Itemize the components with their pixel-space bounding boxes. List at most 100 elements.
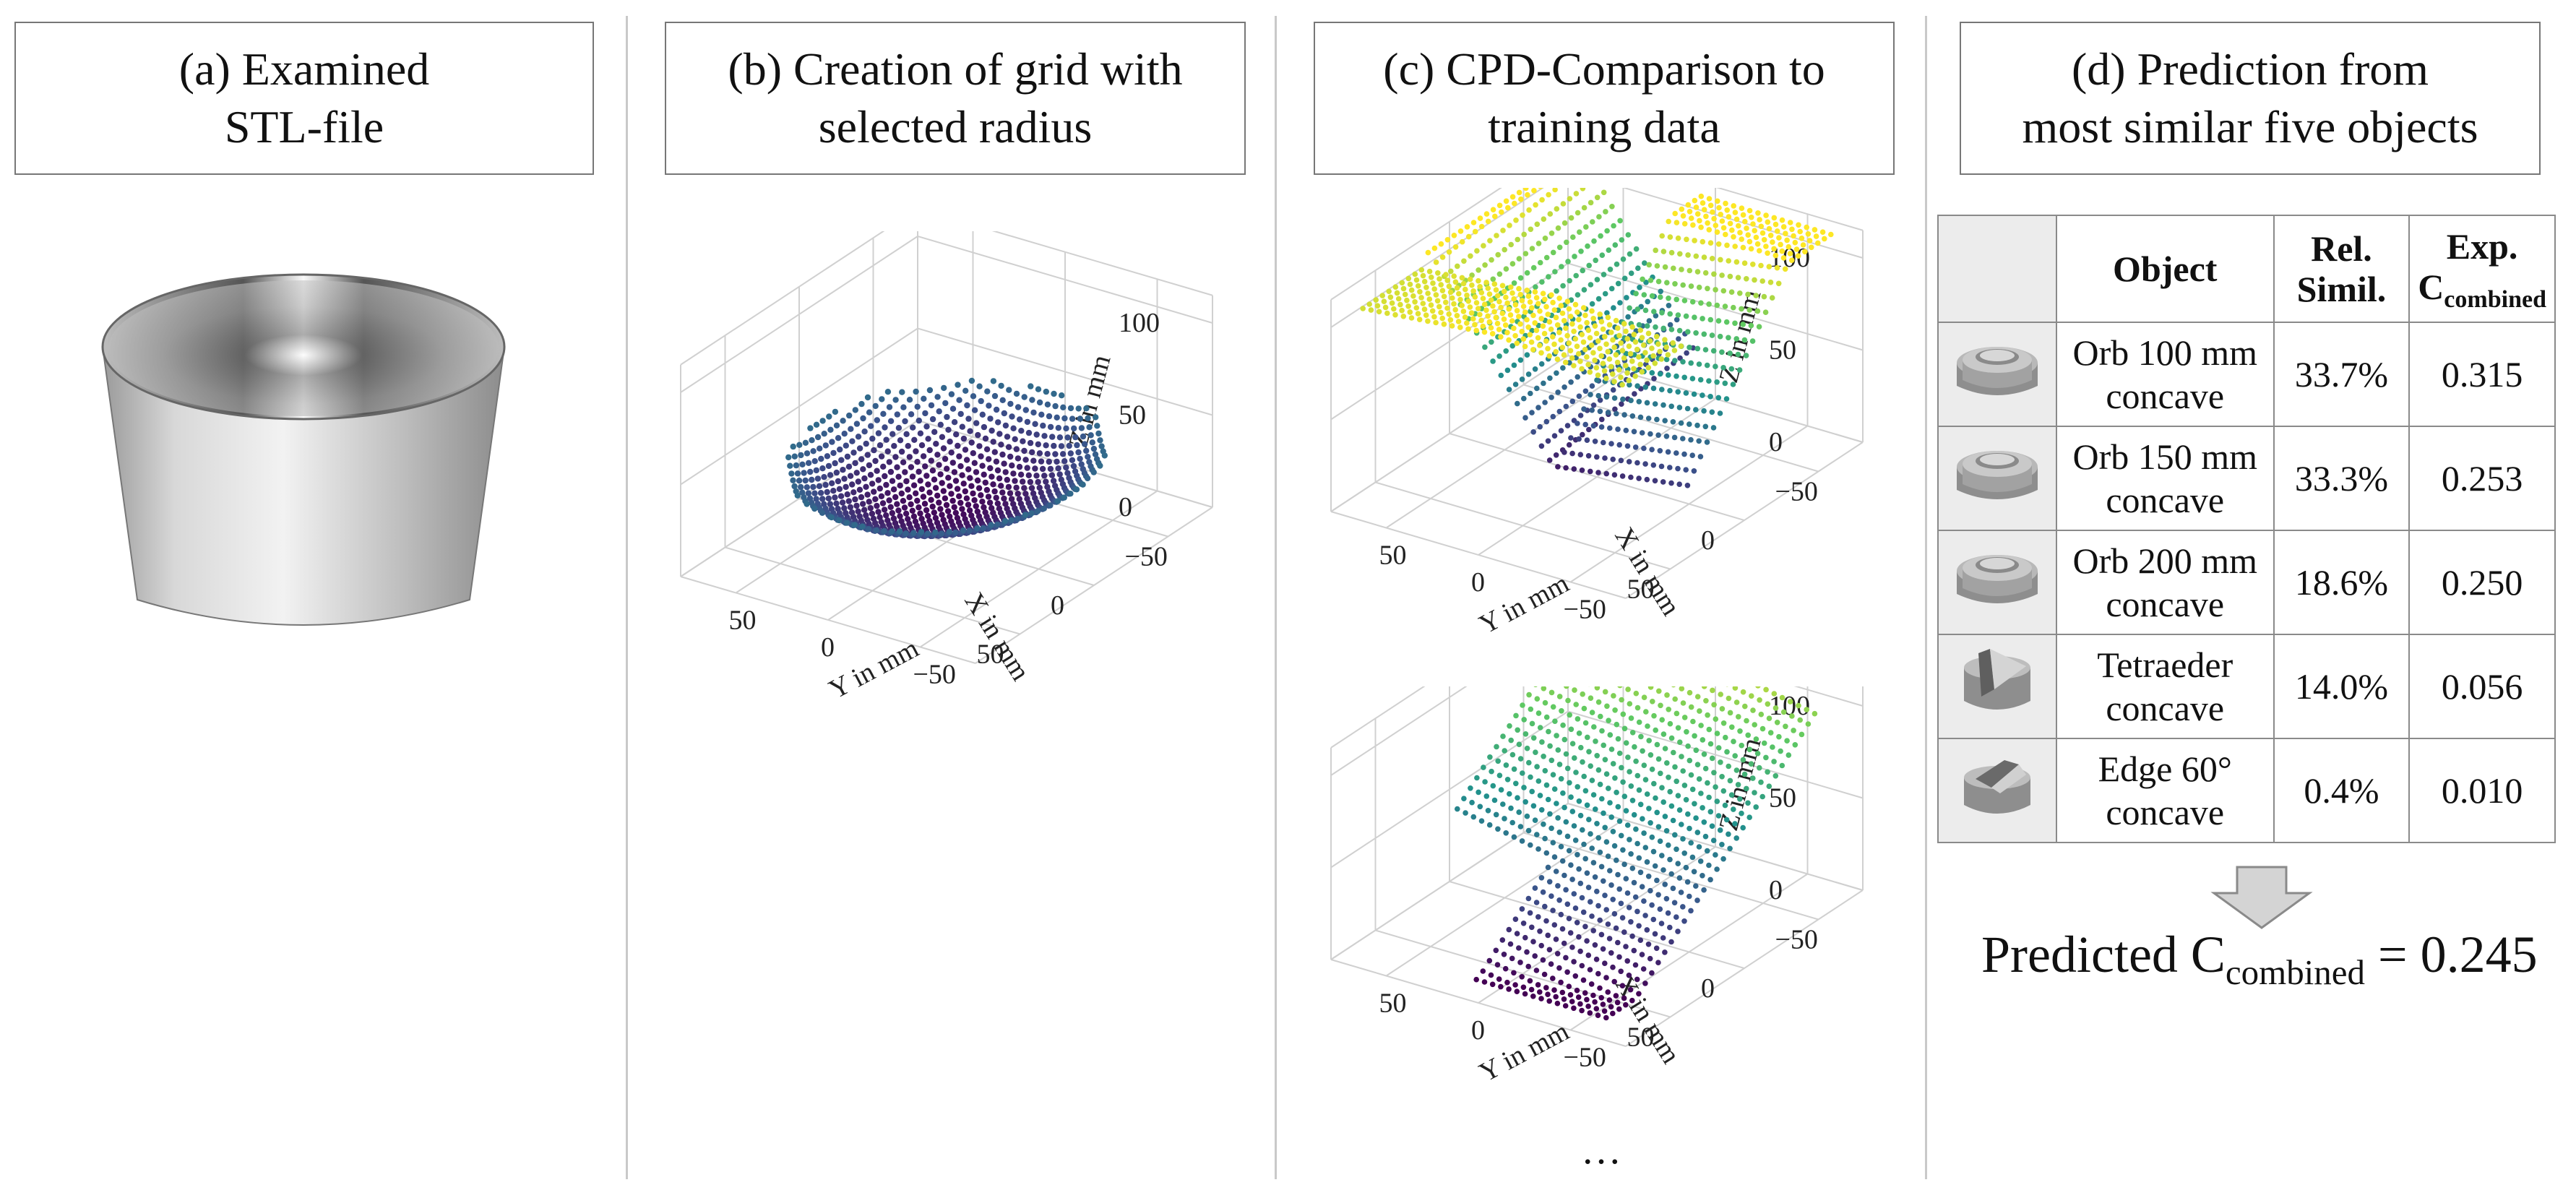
data-point (1767, 279, 1774, 285)
data-point (1452, 244, 1459, 250)
data-point (1012, 478, 1018, 484)
data-point (1619, 764, 1624, 771)
data-point (1636, 787, 1642, 793)
data-point (1615, 325, 1621, 331)
header-exp-line2: Ccombined (2410, 267, 2554, 314)
data-point (1791, 728, 1796, 733)
data-point (1652, 401, 1658, 407)
data-point (1525, 371, 1532, 377)
data-point (1035, 441, 1041, 448)
data-point (1713, 287, 1718, 293)
data-point (1758, 262, 1764, 269)
data-point (1480, 323, 1486, 329)
data-point (1550, 334, 1556, 340)
data-point (1481, 979, 1488, 985)
data-point (1402, 291, 1408, 298)
data-point (1092, 451, 1099, 457)
data-point (1611, 379, 1617, 384)
data-point (1673, 450, 1679, 456)
data-point (1681, 850, 1687, 856)
data-point (1594, 194, 1601, 201)
row-exp-c: 0.315 (2408, 322, 2556, 427)
data-point (1551, 433, 1558, 439)
data-point (1550, 704, 1556, 710)
data-point (1665, 352, 1671, 358)
data-point (1564, 765, 1571, 772)
data-point (1635, 265, 1641, 271)
data-point (1723, 396, 1730, 402)
data-point (1535, 241, 1542, 246)
data-point (1551, 987, 1557, 993)
row-exp-c: 0.056 (2408, 634, 2556, 739)
data-point (973, 469, 980, 475)
data-point (858, 456, 865, 462)
data-point (1728, 289, 1735, 295)
data-point (1528, 339, 1535, 345)
data-point (1097, 462, 1103, 469)
row-object-line2: concave (2106, 792, 2225, 832)
data-point (1616, 818, 1623, 824)
data-point (1727, 220, 1733, 227)
data-point (1629, 358, 1635, 364)
data-point (1564, 901, 1571, 908)
data-point (1554, 733, 1559, 738)
data-point (1785, 752, 1792, 758)
data-point (1637, 869, 1644, 876)
data-point (1526, 759, 1532, 766)
grid-line (1569, 873, 1809, 1031)
data-point (1517, 357, 1524, 363)
data-point (1726, 335, 1731, 341)
data-point (1639, 952, 1645, 957)
data-point (1621, 355, 1627, 361)
data-point (1703, 698, 1709, 704)
header-rel-line2: Simil. (2296, 269, 2387, 309)
row-object-line1: Edge 60° (2098, 749, 2232, 789)
data-point (844, 520, 850, 526)
data-point (1481, 243, 1486, 249)
data-point (1595, 296, 1602, 302)
data-point (948, 391, 955, 397)
data-point (1618, 832, 1624, 839)
data-point (1489, 981, 1496, 988)
data-point (1577, 1001, 1583, 1007)
data-point (1706, 301, 1712, 307)
data-point (1707, 809, 1714, 815)
data-point (1605, 410, 1611, 415)
data-point (1629, 865, 1636, 871)
data-point (1455, 263, 1460, 270)
data-point (1796, 222, 1801, 228)
data-point (960, 481, 967, 487)
data-point (1610, 829, 1616, 835)
data-point (1616, 954, 1622, 960)
data-point (819, 496, 826, 502)
data-point (1587, 335, 1593, 341)
data-point (1021, 447, 1028, 454)
panel-d-title: (d) Prediction from most similar five ob… (1960, 22, 2541, 175)
data-point (1719, 218, 1726, 224)
data-point (1509, 751, 1516, 758)
data-point (1689, 854, 1696, 861)
data-point (1711, 271, 1717, 277)
data-point (844, 453, 851, 460)
data-point (1707, 316, 1714, 323)
data-point (1498, 372, 1504, 379)
panel-b-title-line2: selected radius (818, 101, 1093, 152)
data-point (1568, 794, 1574, 800)
data-point (1619, 697, 1624, 703)
data-point (1081, 441, 1088, 447)
data-point (1547, 375, 1553, 382)
data-point (1623, 740, 1629, 746)
data-point (1776, 235, 1782, 241)
data-point (1631, 366, 1637, 372)
data-point (1561, 352, 1567, 358)
data-point (1483, 211, 1490, 217)
data-point (1526, 207, 1532, 213)
data-point (1004, 476, 1010, 483)
data-point (1771, 246, 1777, 252)
data-point (1476, 267, 1481, 273)
data-point (1489, 257, 1494, 263)
data-point (1680, 213, 1687, 219)
data-point (1607, 732, 1614, 738)
data-point (1700, 200, 1706, 206)
data-point (1670, 885, 1676, 892)
